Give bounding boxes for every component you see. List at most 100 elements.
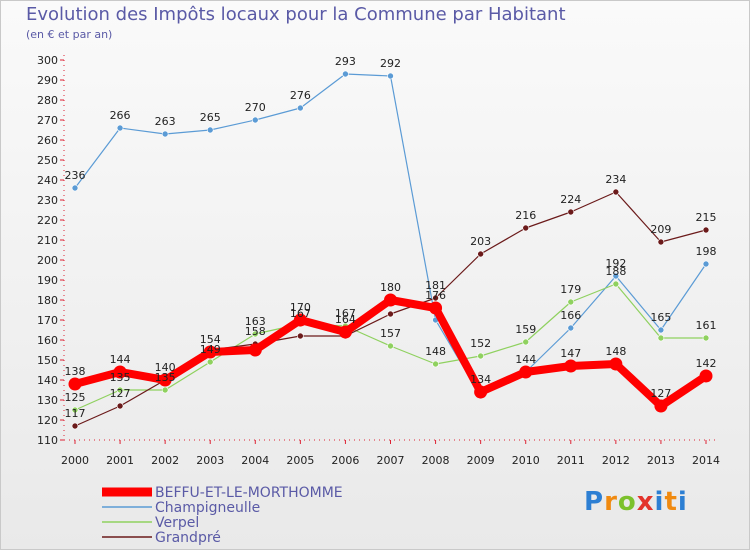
data-point-verpel	[161, 386, 169, 394]
data-label: 158	[245, 325, 266, 338]
data-label: 163	[245, 315, 266, 328]
data-label: 180	[380, 281, 401, 294]
y-tick-label: 190	[37, 274, 58, 287]
x-tick-label: 2007	[377, 454, 405, 467]
data-label: 165	[650, 311, 671, 324]
data-label: 216	[515, 209, 536, 222]
y-tick-label: 160	[37, 334, 58, 347]
x-tick-label: 2011	[557, 454, 585, 467]
data-point-grandpr-	[702, 226, 710, 234]
data-label: 159	[515, 323, 536, 336]
data-label: 127	[650, 387, 671, 400]
data-label: 144	[110, 353, 131, 366]
data-label: 224	[560, 193, 581, 206]
data-point-grandpr-	[116, 402, 124, 410]
data-point-beffu-et-le-morthomme	[564, 359, 578, 373]
data-point-verpel	[71, 406, 79, 414]
data-label: 198	[696, 245, 717, 258]
x-tick-label: 2009	[467, 454, 495, 467]
data-point-verpel	[387, 342, 394, 350]
data-point-verpel	[657, 334, 665, 342]
data-point-champigneulle	[387, 72, 394, 80]
data-label: 164	[335, 313, 356, 326]
data-point-verpel	[432, 360, 439, 368]
x-tick-label: 2010	[512, 454, 540, 467]
data-label: 127	[110, 387, 131, 400]
data-label: 161	[696, 319, 717, 332]
data-label: 117	[65, 407, 86, 420]
x-tick-label: 2002	[151, 454, 179, 467]
y-tick-label: 110	[37, 434, 58, 447]
data-point-beffu-et-le-morthomme	[113, 365, 127, 379]
data-point-grandpr-	[387, 310, 394, 318]
data-label: 276	[290, 89, 311, 102]
y-tick-label: 240	[37, 174, 58, 187]
data-point-beffu-et-le-morthomme	[158, 373, 172, 387]
data-label: 192	[605, 257, 626, 270]
legend-label: Champigneulle	[155, 500, 260, 516]
data-point-grandpr-	[612, 188, 620, 196]
data-point-beffu-et-le-morthomme	[654, 399, 668, 413]
y-tick-label: 260	[37, 134, 58, 147]
y-tick-label: 300	[37, 54, 58, 67]
data-label: 134	[470, 373, 491, 386]
x-tick-label: 2004	[241, 454, 269, 467]
x-tick-label: 2013	[647, 454, 675, 467]
legend-label: BEFFU-ET-LE-MORTHOMME	[155, 485, 343, 501]
legend: BEFFU-ET-LE-MORTHOMMEChampigneulleVerpel…	[102, 485, 343, 546]
data-label: 209	[650, 223, 671, 236]
data-labels: 236 266 263 265 270 276 293 292 203 216 224 234 209 2…	[65, 55, 717, 420]
x-tick-label: 2000	[61, 454, 89, 467]
data-point-verpel	[567, 298, 575, 306]
data-label: 236	[65, 169, 86, 182]
data-point-champigneulle	[657, 326, 665, 334]
data-point-grandpr-	[297, 332, 304, 340]
data-point-verpel	[116, 386, 124, 394]
data-label: 125	[65, 391, 86, 404]
data-point-grandpr-	[432, 294, 439, 302]
data-point-champigneulle	[297, 104, 304, 112]
legend-label: Grandpré	[155, 530, 221, 546]
data-label: 170	[290, 301, 311, 314]
data-point-beffu-et-le-morthomme	[429, 301, 443, 315]
proxiti-logo: Proxiti	[584, 487, 688, 517]
data-label: 148	[425, 345, 446, 358]
y-tick-label: 270	[37, 114, 58, 127]
data-point-verpel	[612, 280, 620, 288]
y-tick-label: 140	[37, 374, 58, 387]
data-label: 292	[380, 57, 401, 70]
data-label: 263	[155, 115, 176, 128]
data-point-verpel	[477, 352, 484, 360]
data-label: 166	[560, 309, 581, 322]
data-point-champigneulle	[71, 184, 79, 192]
y-tick-label: 130	[37, 394, 58, 407]
data-point-grandpr-	[567, 208, 575, 216]
y-tick-label: 220	[37, 214, 58, 227]
y-tick-label: 290	[37, 74, 58, 87]
data-point-verpel	[522, 338, 530, 346]
data-label: 188	[605, 265, 626, 278]
data-label: 140	[155, 361, 176, 374]
data-label: 215	[696, 211, 717, 224]
data-point-beffu-et-le-morthomme	[519, 365, 533, 379]
data-label: 154	[200, 333, 221, 346]
data-label: 142	[696, 357, 717, 370]
data-point-beffu-et-le-morthomme	[248, 343, 262, 357]
y-tick-label: 170	[37, 314, 58, 327]
data-label: 234	[605, 173, 626, 186]
data-point-champigneulle	[342, 70, 349, 78]
y-tick-label: 180	[37, 294, 58, 307]
data-point-champigneulle	[161, 130, 169, 138]
data-point-verpel	[702, 334, 710, 342]
data-label: 270	[245, 101, 266, 114]
data-point-verpel	[251, 330, 259, 338]
data-label: 176	[425, 289, 446, 302]
data-point-champigneulle	[612, 272, 620, 280]
y-tick-label: 150	[37, 354, 58, 367]
series-line-grandpr-	[74, 191, 707, 427]
series-layer	[68, 70, 713, 430]
data-label: 144	[515, 353, 536, 366]
y-tick-label: 120	[37, 414, 58, 427]
data-label: 152	[470, 337, 491, 350]
